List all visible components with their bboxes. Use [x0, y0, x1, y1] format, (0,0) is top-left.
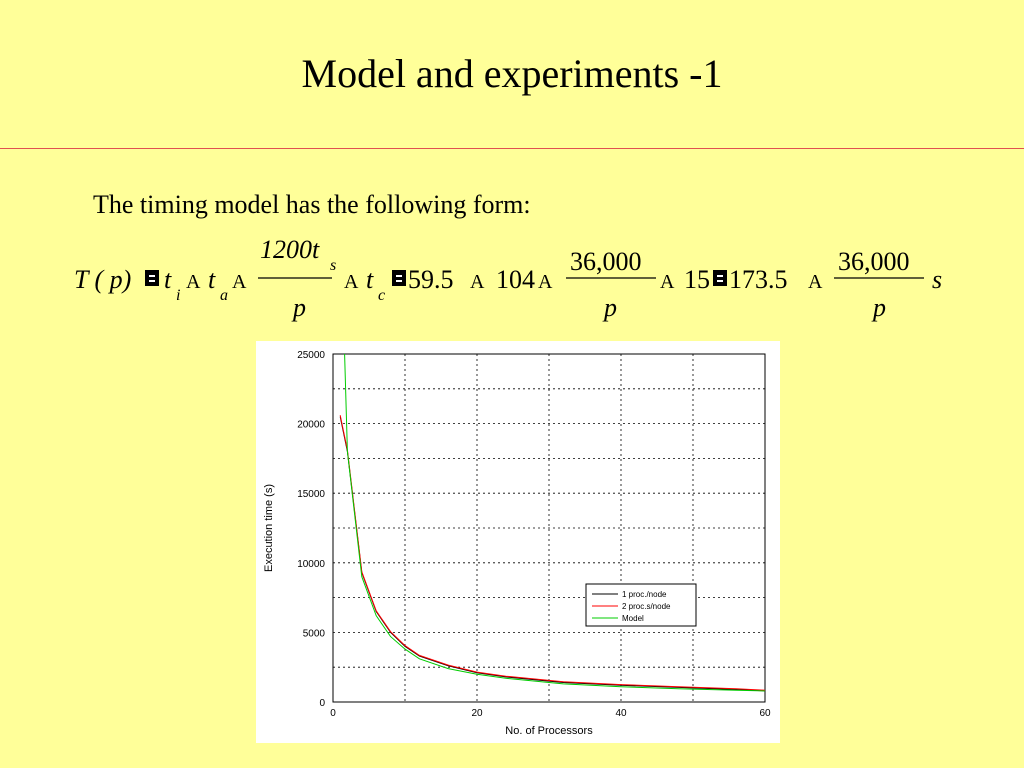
plus-glyph: A: [660, 271, 675, 293]
formula-lhs: T ( p): [74, 265, 131, 294]
legend-box: [585, 583, 697, 627]
y-tick-label: 25000: [297, 350, 325, 361]
plot-frame: [332, 353, 766, 703]
plus-glyph: A: [470, 271, 485, 293]
y-tick-label: 10000: [297, 559, 325, 570]
y-tick-label: 20000: [297, 420, 325, 431]
formula-value-173-5: 173.5: [729, 265, 788, 294]
formula-t-a: t: [208, 265, 216, 294]
x-tick-label: 20: [471, 708, 483, 719]
formula-value-104: 104: [496, 265, 535, 294]
formula-t-c: t: [366, 265, 374, 294]
formula-t-i: t: [164, 265, 172, 294]
series-line-0: [339, 416, 765, 692]
series-line-1: [339, 415, 765, 691]
formula-value-59-5: 59.5: [408, 265, 454, 294]
fraction1-denominator: p: [291, 293, 306, 322]
y-axis-label: Execution time (s): [263, 484, 275, 572]
plus-glyph: A: [344, 271, 359, 293]
y-tick-label: 15000: [297, 489, 325, 500]
equals-glyph: [713, 270, 727, 286]
fraction3-denominator: p: [871, 293, 886, 322]
plus-glyph: A: [186, 271, 201, 293]
formula-sub-c: c: [378, 287, 385, 304]
plus-glyph: A: [538, 271, 553, 293]
plus-glyph: A: [232, 271, 247, 293]
series-line-2: [344, 354, 765, 692]
formula-sub-a: a: [220, 287, 228, 304]
fraction1-numerator-sub: s: [330, 257, 336, 274]
legend-label: 2 proc.s/node: [622, 602, 671, 611]
x-axis-label: No. of Processors: [505, 725, 593, 737]
title-divider: [0, 148, 1024, 149]
fraction3-numerator: 36,000: [838, 247, 910, 276]
x-tick-label: 60: [759, 708, 771, 719]
timing-formula: T ( p) t i A t a A 1200t s p A t c 59.5 …: [0, 230, 1024, 330]
equals-glyph: [145, 270, 159, 286]
formula-unit: s: [932, 265, 942, 294]
legend-label: 1 proc./node: [622, 590, 667, 599]
equals-glyph: [392, 270, 406, 286]
fraction2-denominator: p: [602, 293, 617, 322]
slide-title: Model and experiments -1: [301, 51, 723, 96]
legend: 1 proc./node 2 proc.s/node Model: [585, 583, 697, 627]
execution-time-chart: 0 20 40 60 0 5000 10000 15000 20000 25000 No. of …: [256, 341, 780, 743]
x-tick-label: 0: [330, 708, 336, 719]
fraction2-numerator: 36,000: [570, 247, 642, 276]
y-tick-label: 0: [319, 698, 325, 709]
y-tick-label: 5000: [303, 628, 326, 639]
intro-text: The timing model has the following form:: [93, 190, 531, 219]
fraction1-numerator: 1200t: [260, 235, 320, 264]
x-tick-label: 40: [615, 708, 627, 719]
plus-glyph: A: [808, 271, 823, 293]
legend-label: Model: [622, 614, 644, 623]
formula-value-15: 15: [684, 265, 710, 294]
formula-sub-i: i: [176, 287, 180, 304]
